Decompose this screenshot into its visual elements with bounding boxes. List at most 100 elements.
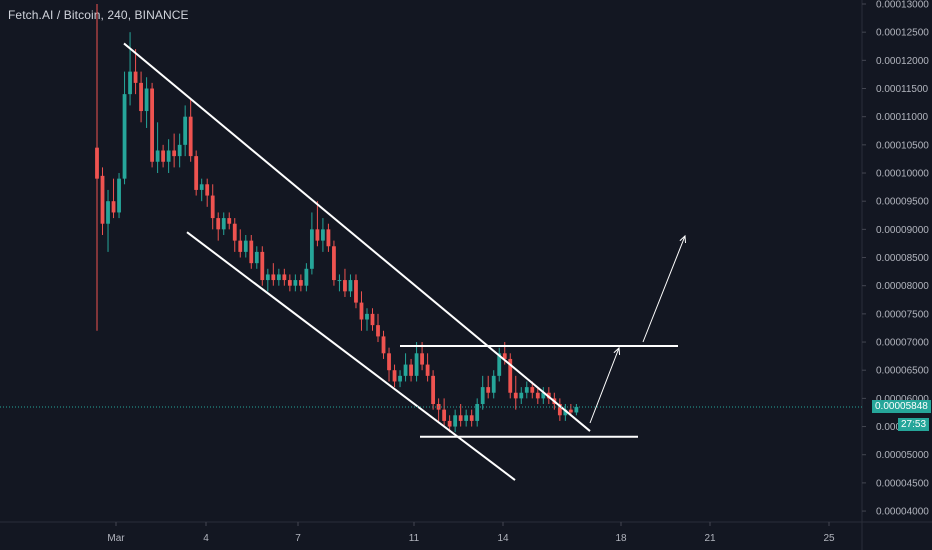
countdown-tag: 27:53	[898, 417, 930, 431]
candle-body	[414, 353, 419, 376]
candle-body	[557, 404, 562, 416]
candle-body	[513, 392, 518, 399]
y-tick-label: 0.00010000	[876, 169, 929, 180]
candle-body	[458, 415, 463, 421]
candle-body	[315, 229, 320, 241]
y-tick-label: 0.00012000	[876, 56, 929, 67]
candle-body	[376, 325, 380, 337]
candle-body	[177, 144, 182, 157]
candle-body	[365, 313, 369, 320]
x-axis: Mar 4 7 11 14 18 21 25	[107, 522, 835, 544]
candle-body	[133, 71, 138, 83]
y-tick-label: 0.00011000	[876, 112, 929, 123]
candle-body	[254, 251, 259, 264]
candle-body	[100, 175, 105, 224]
candle-body	[117, 178, 121, 213]
candle-body	[95, 147, 99, 179]
y-tick-label: 0.00008500	[876, 253, 929, 264]
candle-body	[309, 229, 314, 269]
candle-body	[111, 201, 116, 213]
candle-body	[447, 420, 452, 427]
y-tick-label: 0.00006500	[876, 366, 929, 377]
y-tick-label: 0.00005000	[876, 450, 929, 461]
candle-body	[106, 201, 110, 224]
candle-body	[519, 392, 524, 399]
y-tick-label: 0.00011500	[876, 84, 929, 95]
candle-body	[199, 184, 204, 190]
projection-arrow-2	[642, 235, 686, 343]
candle-body	[210, 195, 215, 219]
projection-arrow-1-head	[613, 346, 621, 356]
lower-channel-line	[186, 231, 516, 481]
candle-body	[425, 364, 430, 376]
y-tick-label: 0.00010500	[876, 140, 929, 151]
candle-body	[216, 218, 221, 230]
candle-body	[568, 409, 573, 413]
projection-arrow-2-head	[679, 234, 687, 244]
y-axis: 0.00013000 0.00012500 0.00012000 0.00011500…	[862, 0, 929, 518]
candle-body	[508, 358, 513, 393]
x-tick-label: 21	[704, 533, 716, 544]
candle-body	[128, 71, 132, 95]
candle-body	[166, 150, 171, 162]
candle-body	[348, 280, 353, 292]
candle-body	[530, 387, 535, 393]
x-tick-label: 7	[295, 533, 301, 544]
candle-body	[574, 406, 579, 413]
candle-body	[420, 353, 424, 365]
candle-body	[298, 280, 303, 286]
candle-body	[541, 392, 546, 399]
candle-body	[227, 218, 232, 224]
candle-body	[276, 274, 281, 281]
candle-body	[381, 336, 386, 354]
y-tick-label: 0.00009500	[876, 197, 929, 208]
candle-body	[442, 409, 447, 421]
x-tick-label: Mar	[107, 533, 125, 544]
candle-body	[398, 375, 402, 382]
candle-body	[188, 116, 193, 157]
drawings	[123, 42, 687, 481]
x-tick-label: 11	[409, 533, 420, 544]
candle-body	[359, 302, 364, 320]
candles	[95, 4, 579, 433]
candle-body	[354, 280, 358, 303]
candle-body	[265, 274, 270, 281]
x-tick-label: 18	[615, 533, 627, 544]
projection-arrow-1	[589, 347, 620, 424]
candle-body	[486, 387, 491, 393]
candle-body	[370, 313, 375, 326]
candle-body	[332, 246, 336, 281]
candle-body	[491, 375, 496, 393]
y-tick-label: 0.00012500	[876, 28, 929, 39]
candle-body	[139, 82, 143, 112]
candle-body	[271, 274, 276, 281]
candle-body	[497, 353, 502, 376]
candle-body	[194, 156, 199, 190]
chart-title: Fetch.AI / Bitcoin, 240, BINANCE	[8, 8, 189, 22]
candle-body	[469, 415, 474, 421]
y-tick-label: 0.00007000	[876, 338, 929, 349]
candle-body	[144, 88, 149, 112]
candle-body	[502, 353, 507, 359]
y-tick-label: 0.00013000	[876, 0, 929, 11]
candle-body	[321, 229, 325, 241]
candle-body	[282, 274, 287, 281]
candle-body	[392, 370, 397, 382]
candle-body	[326, 229, 331, 247]
candle-body	[221, 218, 226, 230]
candle-body	[243, 240, 248, 252]
candle-body	[480, 387, 485, 405]
upper-channel-line	[123, 42, 591, 432]
y-tick-label: 0.00008000	[876, 281, 929, 292]
candle-body	[122, 94, 127, 179]
candle-body	[238, 240, 243, 252]
candle-body	[403, 364, 408, 376]
candle-body	[205, 184, 210, 196]
candle-body	[232, 223, 237, 241]
y-tick-label: 0.00004000	[876, 507, 929, 518]
candle-body	[161, 150, 166, 162]
candle-body	[260, 251, 265, 281]
x-tick-label: 25	[823, 533, 835, 544]
